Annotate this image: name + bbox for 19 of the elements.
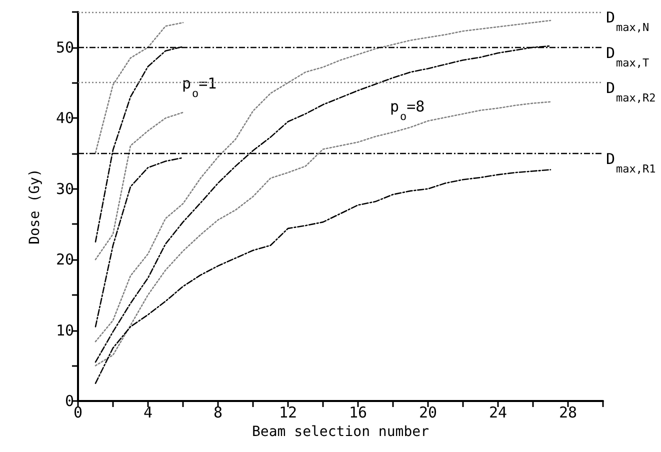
x-tick-label: 4: [143, 404, 153, 422]
line-series: [94, 112, 184, 260]
line-series: [94, 101, 552, 366]
y-tick-label: 20: [56, 250, 74, 269]
line-series: [94, 169, 552, 384]
y-axis-title: Dose (Gy): [27, 168, 43, 244]
line-series: [94, 157, 184, 328]
x-axis-title: Beam selection number: [252, 424, 430, 440]
x-tick-label: 16: [348, 404, 368, 422]
x-tick-label: 12: [278, 404, 298, 422]
y-tick-label: 10: [56, 321, 74, 340]
x-tick-label: 28: [558, 404, 578, 422]
y-tick-label: 30: [56, 180, 74, 198]
x-tick-label: 24: [488, 404, 508, 422]
x-tick-label: 8: [213, 404, 223, 422]
y-tick-label: 40: [56, 109, 74, 128]
y-tick-label: 50: [56, 38, 74, 56]
x-tick-label: 20: [418, 404, 438, 422]
y-tick-label: 0: [64, 392, 74, 410]
